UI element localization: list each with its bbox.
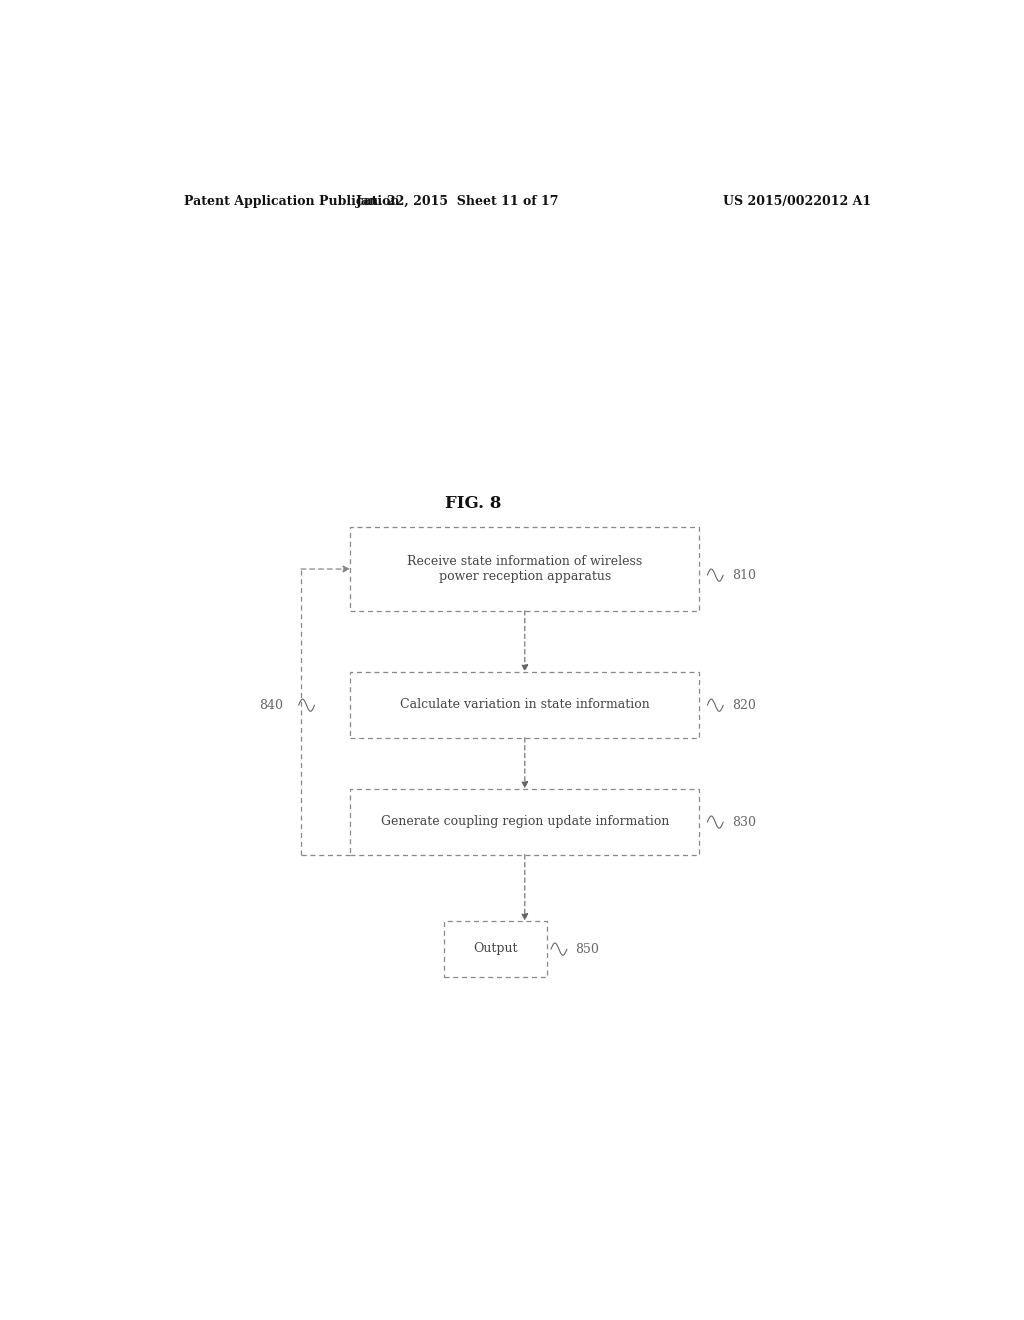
Text: FIG. 8: FIG. 8 (445, 495, 502, 512)
Text: 830: 830 (732, 816, 756, 829)
Text: 810: 810 (732, 569, 756, 582)
Text: 820: 820 (732, 698, 756, 711)
FancyBboxPatch shape (350, 672, 699, 738)
FancyBboxPatch shape (350, 528, 699, 611)
Text: Receive state information of wireless
power reception apparatus: Receive state information of wireless po… (408, 554, 642, 583)
Text: Patent Application Publication: Patent Application Publication (183, 194, 399, 207)
FancyBboxPatch shape (443, 921, 547, 977)
Text: Generate coupling region update information: Generate coupling region update informat… (381, 816, 669, 828)
Text: 840: 840 (259, 698, 283, 711)
FancyBboxPatch shape (350, 788, 699, 854)
Text: 850: 850 (575, 942, 599, 956)
Text: Output: Output (473, 942, 518, 956)
Text: Jan. 22, 2015  Sheet 11 of 17: Jan. 22, 2015 Sheet 11 of 17 (355, 194, 559, 207)
Text: US 2015/0022012 A1: US 2015/0022012 A1 (723, 194, 871, 207)
Text: Calculate variation in state information: Calculate variation in state information (400, 698, 649, 711)
